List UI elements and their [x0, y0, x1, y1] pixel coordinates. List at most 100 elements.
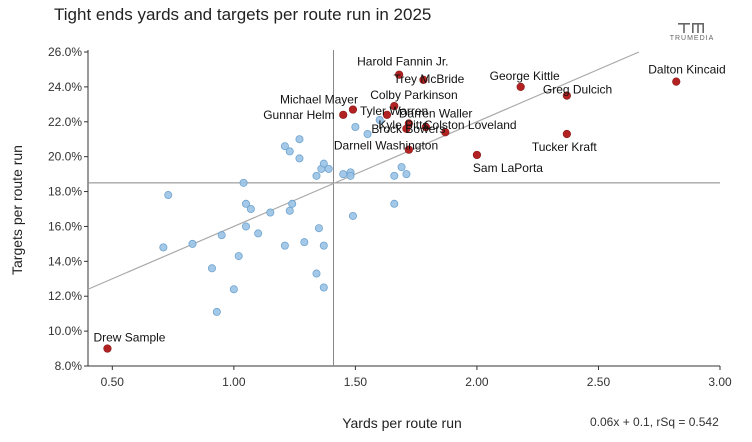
labeled-point	[441, 128, 450, 137]
point-label: Kyle Pitts	[378, 118, 428, 132]
other-point	[390, 171, 399, 180]
other-point	[234, 252, 243, 261]
x-tick-label: 1.50	[344, 375, 368, 389]
other-point	[229, 285, 238, 294]
other-point	[254, 229, 263, 238]
other-point	[241, 222, 250, 231]
other-point	[375, 116, 384, 125]
point-label: George Kittle	[490, 69, 560, 83]
other-point	[280, 142, 289, 151]
other-point	[217, 231, 226, 240]
other-point	[402, 170, 411, 179]
point-label: Colston Loveland	[424, 118, 517, 132]
other-point	[288, 199, 297, 208]
other-point	[319, 283, 328, 292]
other-point	[266, 208, 275, 217]
other-point	[239, 178, 248, 187]
other-point	[295, 135, 304, 144]
y-tick-label: 18.0%	[48, 185, 82, 199]
other-point	[164, 191, 173, 200]
brand-name: TRUMEDIA	[669, 35, 715, 42]
y-tick-label: 10.0%	[48, 324, 82, 338]
point-label: Trey McBride	[393, 72, 464, 86]
point-label: Tucker Kraft	[532, 140, 598, 154]
point-label: Drew Sample	[93, 331, 165, 345]
other-point	[295, 154, 304, 163]
labeled-points	[103, 70, 681, 353]
other-point	[312, 171, 321, 180]
labeled-point	[472, 150, 482, 160]
other-point	[397, 163, 406, 172]
other-point	[280, 241, 289, 250]
other-point	[319, 241, 328, 250]
labeled-point	[402, 124, 411, 133]
labeled-point	[672, 77, 681, 86]
axes: 8.0% 10.0% 12.0% 14.0% 16.0% 18.0% 20.0% 22.0% 2…	[48, 45, 732, 389]
labeled-point	[419, 75, 428, 85]
other-point	[188, 239, 197, 248]
y-tick-label: 12.0%	[48, 289, 82, 303]
point-labels: Dalton Kincaid Harold Fannin Jr. Trey McBr…	[93, 55, 725, 345]
other-point	[312, 269, 321, 278]
x-tick-label: 0.50	[101, 375, 125, 389]
trumedia-logo-icon	[678, 23, 704, 33]
point-label: Gunnar Helm	[263, 108, 334, 122]
other-point	[324, 164, 333, 173]
labeled-point	[382, 110, 392, 119]
other-point	[319, 159, 328, 168]
other-point	[285, 147, 294, 156]
other-point	[348, 211, 357, 220]
y-tick-label: 26.0%	[48, 45, 82, 59]
point-label: Brock Bowers	[371, 122, 445, 136]
x-axis-title: Yards per route run	[342, 415, 462, 431]
labeled-point	[395, 70, 404, 79]
reference-lines	[88, 50, 720, 366]
point-label: Harold Fannin Jr.	[357, 55, 448, 69]
trendline	[87, 51, 640, 290]
point-label: Dalton Kincaid	[648, 63, 725, 77]
other-point	[339, 170, 348, 179]
x-tick-label: 2.50	[587, 375, 611, 389]
y-tick-label: 22.0%	[48, 115, 82, 129]
point-label: Darnell Washington	[334, 139, 438, 153]
trendline-formula: 0.06x + 0.1, rSq = 0.542	[590, 415, 719, 429]
other-point	[363, 129, 372, 138]
x-tick-label: 1.00	[222, 375, 246, 389]
chart-title: Tight ends yards and targets per route r…	[54, 5, 432, 24]
point-label: Sam LaPorta	[473, 161, 543, 175]
labeled-point	[339, 110, 348, 119]
labeled-point	[103, 344, 112, 353]
point-label: Darren Waller	[399, 107, 473, 121]
labeled-point	[516, 82, 525, 91]
x-tick-label: 2.00	[465, 375, 489, 389]
other-point	[314, 224, 323, 233]
point-label: Tyler Warren	[360, 104, 428, 118]
other-point	[207, 264, 216, 273]
labeled-point	[421, 122, 430, 132]
other-point	[159, 243, 168, 252]
labeled-point	[390, 101, 399, 111]
other-point	[300, 238, 309, 247]
x-tick-label: 3.00	[708, 375, 732, 389]
labeled-point	[404, 145, 413, 154]
y-tick-label: 14.0%	[48, 254, 82, 268]
point-label: Michael Mayer	[280, 93, 358, 107]
other-point	[212, 307, 221, 316]
labeled-point	[348, 105, 358, 114]
trendline-layer	[87, 51, 640, 290]
y-tick-label: 20.0%	[48, 150, 82, 164]
labeled-point	[562, 129, 571, 139]
other-point	[390, 199, 399, 208]
y-tick-label: 24.0%	[48, 80, 82, 94]
other-point	[241, 199, 250, 208]
other-point	[246, 204, 255, 213]
other-point	[346, 171, 355, 180]
labeled-point	[562, 91, 571, 100]
other-points	[159, 116, 411, 316]
point-label: Greg Dulcich	[543, 83, 612, 97]
point-label: Colby Parkinson	[370, 88, 457, 102]
y-axis-title: Targets per route run	[9, 145, 25, 275]
y-tick-label: 8.0%	[55, 359, 83, 373]
other-point	[351, 123, 360, 132]
